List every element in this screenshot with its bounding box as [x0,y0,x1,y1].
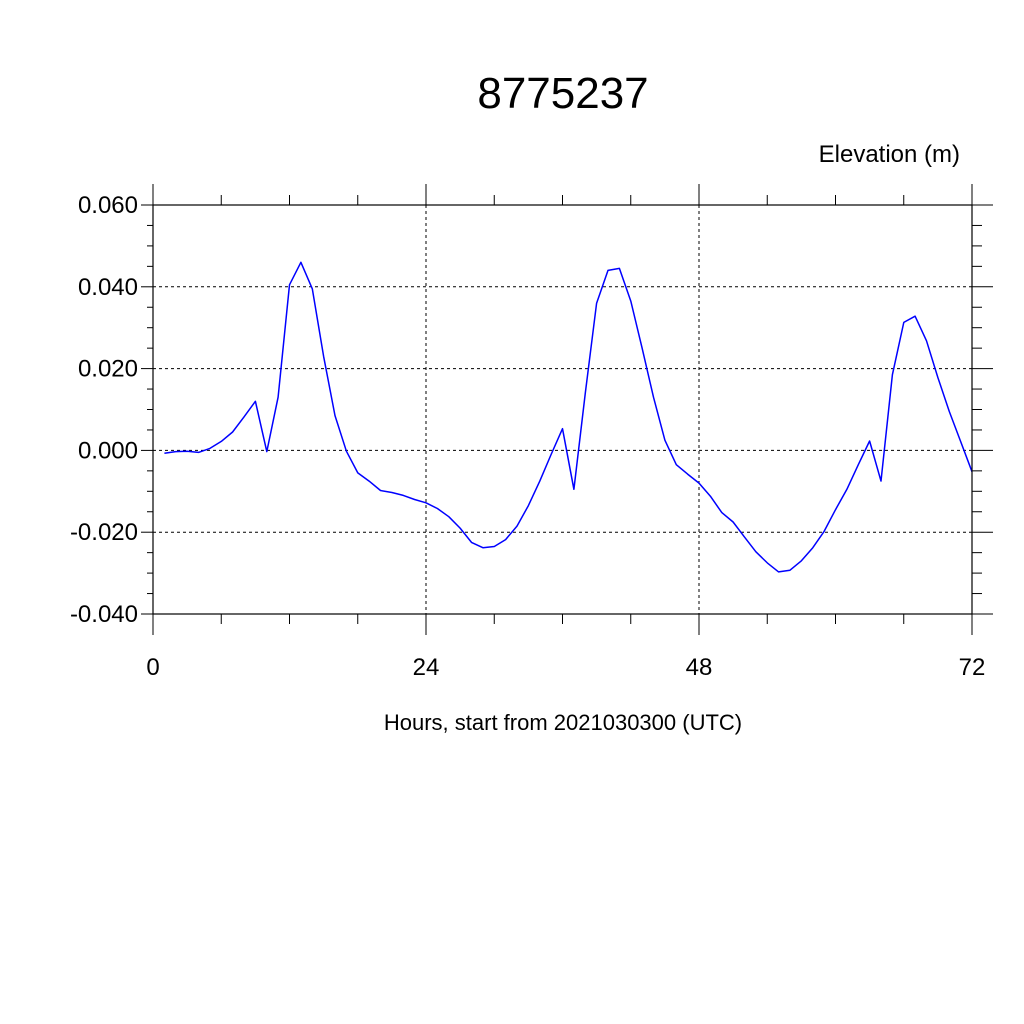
y-tick-label: 0.060 [78,192,138,219]
x-tick-label: 48 [686,654,713,681]
y-tick-label: 0.000 [78,437,138,464]
x-tick-label: 0 [146,654,159,681]
y-tick-label: 0.020 [78,356,138,383]
plot-frame [152,204,973,615]
tick-labels: -0.040 -0.020 0.000 0.020 0.040 0.060 0 24 48 72 [70,192,985,681]
y-tick-label: -0.040 [70,601,138,628]
axis-ticks [141,184,993,635]
x-tick-label: 24 [413,654,440,681]
elevation-series-line [164,261,973,573]
chart-title: 8775237 [477,69,648,118]
y-axis-label: Elevation (m) [819,141,960,168]
series-layer [164,261,973,573]
y-tick-label: 0.040 [78,274,138,301]
x-axis-label: Hours, start from 2021030300 (UTC) [384,710,742,735]
x-tick-label: 72 [959,654,986,681]
y-tick-label: -0.020 [70,519,138,546]
